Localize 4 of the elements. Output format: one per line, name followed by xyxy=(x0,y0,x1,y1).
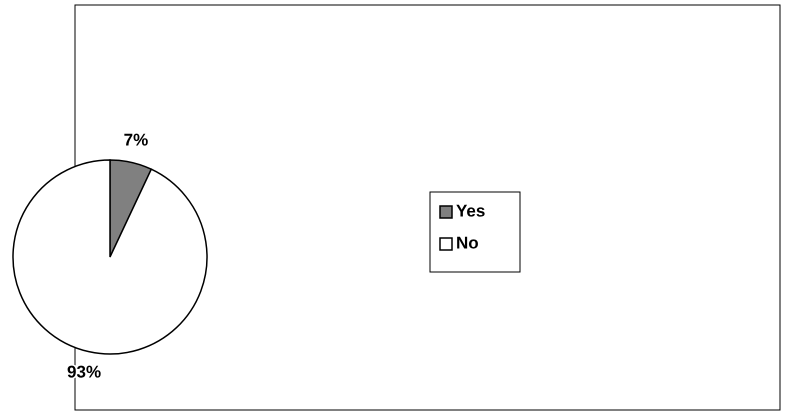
legend-label: No xyxy=(456,233,479,252)
legend-label: Yes xyxy=(456,201,486,220)
data-label: 7% xyxy=(124,130,148,150)
pie-slice xyxy=(12,159,208,355)
